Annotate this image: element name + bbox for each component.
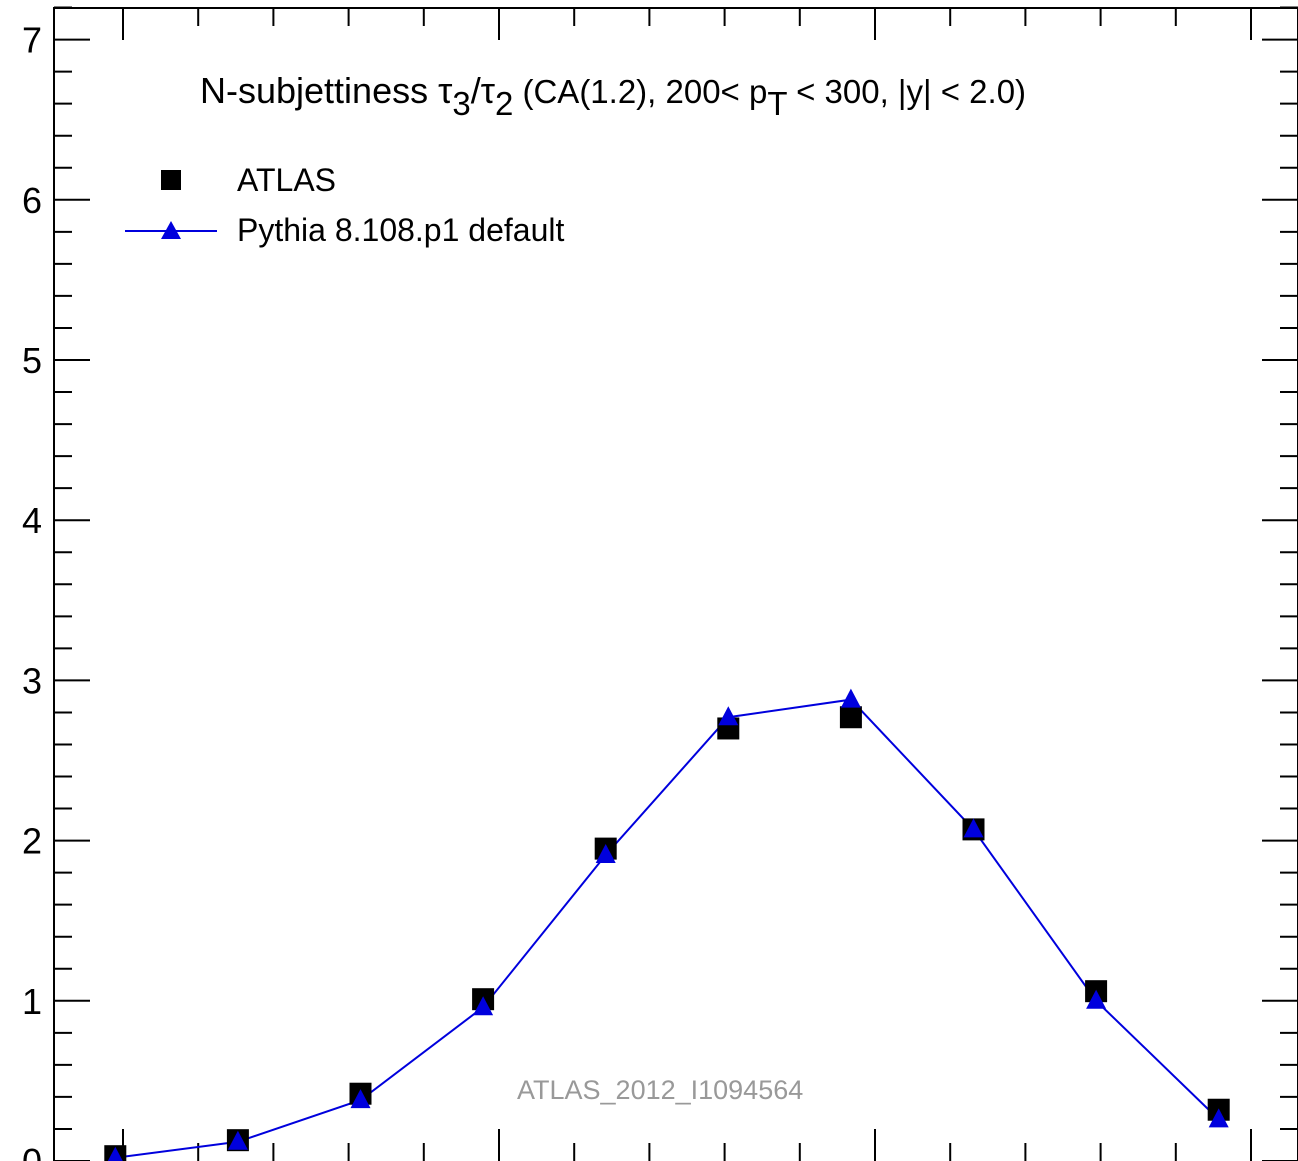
series-lines: [115, 698, 1220, 1159]
pythia-point: [840, 688, 861, 708]
legend-pythia-marker: [161, 221, 181, 239]
legend-pythia-label: Pythia 8.108.p1 default: [237, 212, 564, 248]
atlas-point: [839, 706, 862, 729]
title-suffix-a: (CA(1.2), 200< p: [513, 73, 767, 110]
title-sub-den: 2: [495, 85, 513, 122]
pythia-point: [1086, 989, 1107, 1009]
title-slash: /: [471, 70, 481, 111]
axis-ticks: [54, 6, 1298, 1161]
pythia-line: [115, 698, 1220, 1159]
legend-atlas-label: ATLAS: [237, 162, 336, 198]
title-sub-num: 3: [452, 85, 470, 122]
legend-atlas-marker: [161, 170, 181, 190]
pythia-point: [595, 844, 616, 864]
y-tick-label: 4: [22, 500, 42, 541]
pythia-point: [227, 1130, 248, 1150]
pythia-point: [963, 818, 984, 838]
pythia-point: [350, 1089, 371, 1109]
y-tick-label: 7: [22, 20, 42, 61]
y-tick-labels: 0 1 2 3 4 5 6 7: [22, 20, 42, 1161]
pythia-point: [718, 706, 739, 726]
pythia-markers: [107, 688, 1229, 1161]
pythia-point: [473, 996, 494, 1016]
y-tick-label: 1: [22, 981, 42, 1022]
y-tick-label: 0: [22, 1141, 42, 1161]
y-tick-label: 5: [22, 340, 42, 381]
title-suffix-b: < 300, |y| < 2.0): [787, 73, 1026, 110]
plot-frame-group: [53, 7, 1298, 1161]
y-tick-label: 6: [22, 180, 42, 221]
pythia-point: [107, 1146, 123, 1161]
chart-title: N-subjettiness τ3/τ2 (CA(1.2), 200< pT <…: [200, 70, 1026, 122]
pythia-point: [1208, 1108, 1229, 1128]
title-prefix: N-subjettiness: [200, 70, 438, 111]
plot-frame: [53, 7, 1298, 1161]
y-tick-label: 3: [22, 660, 42, 701]
watermark: ATLAS_2012_I1094564: [517, 1075, 803, 1105]
title-tau-den: τ: [481, 70, 495, 111]
legend: ATLAS Pythia 8.108.p1 default: [125, 162, 564, 248]
title-sub-T: T: [767, 85, 787, 122]
y-tick-label: 2: [22, 821, 42, 862]
title-tau-num: τ: [438, 70, 452, 111]
